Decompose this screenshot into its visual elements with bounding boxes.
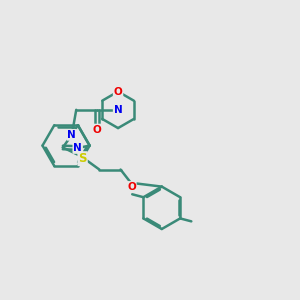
Text: N: N (114, 105, 122, 115)
Text: N: N (68, 130, 76, 140)
Text: O: O (127, 182, 136, 192)
Text: N: N (73, 143, 82, 153)
Text: O: O (114, 87, 122, 97)
Text: S: S (78, 152, 87, 165)
Text: O: O (92, 124, 101, 134)
